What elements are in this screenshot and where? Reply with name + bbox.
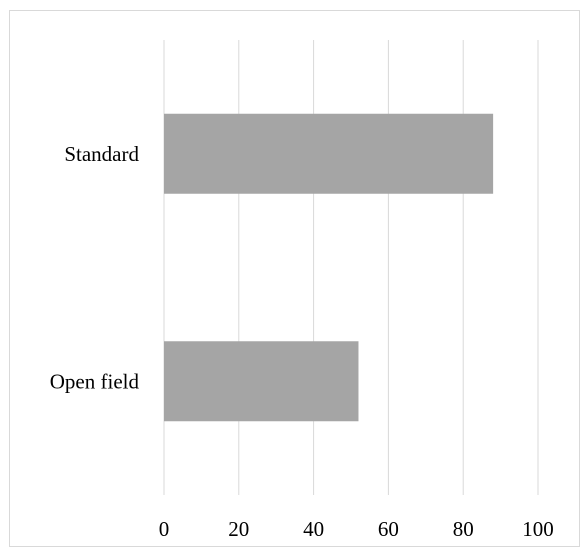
- category-label: Open field: [50, 369, 140, 393]
- bar-open-field: [164, 341, 359, 422]
- chart-frame: [9, 10, 580, 547]
- x-tick-label: 40: [303, 517, 324, 541]
- gridlines: [163, 40, 539, 495]
- bars: [164, 113, 494, 422]
- x-tick-label: 0: [159, 517, 170, 541]
- x-tick-label: 80: [453, 517, 474, 541]
- x-tick-label: 100: [522, 517, 554, 541]
- bar-standard: [164, 113, 494, 194]
- category-labels: Standard Open field: [50, 142, 140, 394]
- x-tick-label: 20: [228, 517, 249, 541]
- x-axis-tick-labels: 0 20 40 60 80 100: [159, 517, 554, 541]
- x-tick-label: 60: [378, 517, 399, 541]
- category-label: Standard: [64, 142, 139, 166]
